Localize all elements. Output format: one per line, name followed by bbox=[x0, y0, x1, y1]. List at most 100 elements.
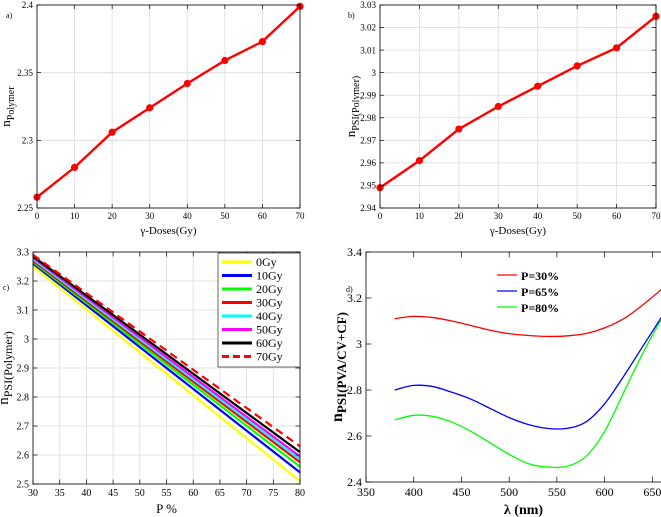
series-line-p-80- bbox=[394, 318, 661, 469]
data-point bbox=[70, 163, 79, 171]
axes-box bbox=[36, 4, 301, 209]
legend-box bbox=[217, 252, 301, 368]
data-point bbox=[534, 82, 542, 90]
data-point bbox=[612, 44, 621, 52]
x-tick-label: 50 bbox=[135, 488, 145, 499]
y-tick-label: 2.9 bbox=[17, 364, 30, 375]
y-tick-label: 2.35 bbox=[17, 68, 33, 78]
x-tick-label: 70 bbox=[242, 488, 252, 499]
y-label-main: n bbox=[0, 120, 13, 127]
x-tick-label: 50 bbox=[573, 211, 583, 221]
x-tick-label: 30 bbox=[494, 211, 504, 221]
y-tick-label: 2.6 bbox=[347, 429, 362, 443]
y-tick-label: 3.03 bbox=[360, 0, 376, 10]
y-tick-label: 2.3 bbox=[22, 135, 34, 145]
panel-label: b) bbox=[348, 11, 355, 20]
legend-label: 40Gy bbox=[256, 309, 283, 323]
y-tick-label: 3.2 bbox=[347, 291, 362, 305]
y-axis-label: nPSI(PVA/CV+CF) bbox=[329, 312, 349, 422]
y-tick-label: 3.2 bbox=[17, 277, 30, 288]
y-tick-label: 3 bbox=[356, 337, 362, 351]
series-line-50gy bbox=[33, 256, 300, 458]
y-tick-label: 3.4 bbox=[347, 245, 362, 259]
x-tick-label: 10 bbox=[70, 211, 80, 221]
panel-d: 350 400 450 500 550 600 650 2.4 2.6 2.8 3 3.2 3.4 λ (… bbox=[329, 245, 661, 517]
series-group bbox=[380, 15, 656, 189]
y-axis-label: nPSI(Polymer) bbox=[0, 331, 15, 405]
x-tick-label: 0 bbox=[35, 211, 40, 221]
series-line-p-65- bbox=[394, 316, 661, 430]
panel-c: 30 35 40 45 50 55 60 65 70 75 80 2.5 2.6 2.7 2.8 2.9 3 3.… bbox=[0, 248, 305, 517]
y-tick-label: 2.94 bbox=[360, 203, 376, 213]
y-tick-label: 2.4 bbox=[22, 0, 34, 10]
data-point bbox=[415, 157, 424, 165]
x-tick-label: 20 bbox=[108, 211, 118, 221]
series-group bbox=[394, 288, 661, 469]
y-label-main: n bbox=[329, 413, 346, 422]
legend-label: P=30% bbox=[521, 269, 559, 283]
x-tick-label: 75 bbox=[268, 488, 278, 499]
y-tick-label: 2.99 bbox=[360, 90, 376, 100]
x-tick-label: 20 bbox=[454, 211, 464, 221]
legend-label: P=80% bbox=[521, 301, 559, 315]
x-tick-label: 70 bbox=[652, 211, 661, 221]
legend-label: 60Gy bbox=[256, 336, 283, 350]
data-point bbox=[221, 56, 229, 65]
x-axis-label: γ-Doses(Gy) bbox=[139, 225, 197, 237]
y-tick-label: 2.95 bbox=[360, 181, 376, 191]
x-tick-label: 70 bbox=[296, 211, 306, 221]
x-tick-label: 80 bbox=[295, 488, 305, 499]
y-label-subscript: Polymer bbox=[6, 86, 17, 121]
x-tick-label: 450 bbox=[452, 485, 470, 499]
data-point bbox=[108, 128, 116, 136]
legend-label: 20Gy bbox=[256, 282, 283, 296]
series-line-n-psi-polymer- bbox=[380, 15, 656, 189]
series-line-60gy bbox=[33, 255, 300, 453]
y-label-main: n bbox=[0, 397, 12, 405]
x-tick-label: 55 bbox=[162, 488, 172, 499]
legend-label: 10Gy bbox=[256, 269, 283, 283]
axes-box bbox=[365, 251, 661, 483]
legend-label: 0Gy bbox=[256, 255, 277, 269]
y-tick-label: 2.7 bbox=[17, 422, 30, 433]
x-tick-label: 0 bbox=[378, 211, 383, 221]
panel-label: d) bbox=[346, 285, 353, 294]
x-tick-label: 600 bbox=[596, 485, 614, 499]
x-tick-label: 50 bbox=[220, 211, 230, 221]
x-axis-label: P % bbox=[156, 501, 177, 516]
plot-area bbox=[380, 5, 656, 208]
y-tick-label: 2.96 bbox=[360, 158, 376, 168]
y-tick-label: 2.5 bbox=[17, 480, 30, 491]
y-tick-label: 3.3 bbox=[17, 248, 30, 259]
data-point bbox=[494, 102, 502, 111]
y-tick-label: 2.98 bbox=[360, 113, 376, 123]
x-tick-label: 60 bbox=[612, 211, 622, 221]
x-tick-label: 550 bbox=[548, 485, 566, 499]
panel-b: 0 10 20 30 40 50 60 70 2.94 2.95 2.96 2.97 2.98 2.99 3… bbox=[343, 0, 661, 237]
data-point bbox=[258, 37, 267, 46]
x-tick-label: 65 bbox=[215, 488, 225, 499]
y-tick-label: 3.1 bbox=[17, 306, 30, 317]
x-axis-label: γ-Doses(Gy) bbox=[489, 225, 547, 237]
x-tick-label: 40 bbox=[183, 211, 193, 221]
y-tick-label: 3.01 bbox=[360, 45, 376, 55]
series-line-0gy bbox=[33, 265, 300, 482]
data-point bbox=[455, 125, 463, 133]
y-label-main: n bbox=[343, 130, 358, 137]
x-axis-label: λ (nm) bbox=[504, 503, 543, 517]
x-tick-label: 40 bbox=[533, 211, 543, 221]
y-label-subscript: PSI(Polymer) bbox=[1, 331, 15, 397]
x-tick-label: 650 bbox=[643, 485, 661, 499]
legend-label: 30Gy bbox=[256, 296, 283, 310]
plot-area bbox=[37, 5, 300, 208]
series-line-30gy bbox=[33, 259, 300, 464]
x-tick-label: 400 bbox=[405, 485, 423, 499]
y-label-subscript: PSI(Polymer) bbox=[351, 76, 362, 131]
y-tick-label: 2.97 bbox=[360, 135, 376, 145]
y-axis-label: nPolymer bbox=[0, 86, 17, 127]
panel-a: 0 10 20 30 40 50 60 70 2.25 2.3 2.35 2.4 γ-Doses(Gy)… bbox=[0, 0, 305, 237]
y-tick-label: 3 bbox=[372, 68, 377, 78]
panel-label: a) bbox=[6, 11, 13, 20]
x-tick-label: 40 bbox=[81, 488, 91, 499]
y-tick-label: 2.6 bbox=[17, 451, 30, 462]
